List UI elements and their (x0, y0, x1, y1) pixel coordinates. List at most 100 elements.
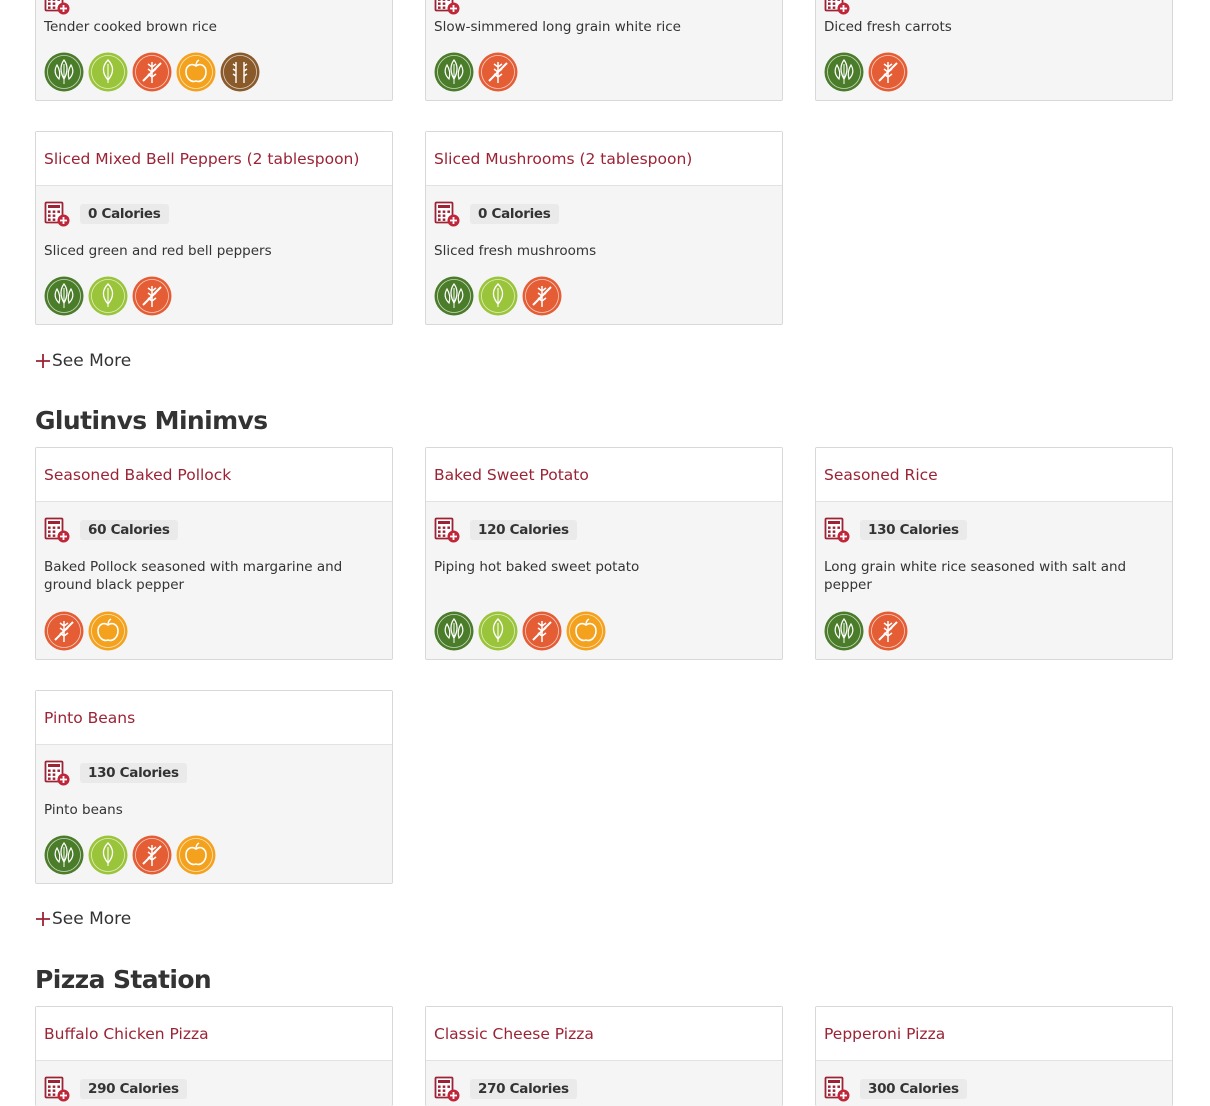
item-description: Long grain white rice seasoned with salt… (824, 559, 1127, 593)
menu-card-sweet-potato: Baked Sweet Potato 120 Calories Piping h… (425, 447, 783, 660)
item-description: Sliced green and red bell peppers (44, 243, 272, 259)
menu-card-mushrooms: Sliced Mushrooms (2 tablespoon) 0 Calori… (425, 131, 783, 325)
made-without-gluten-icon[interactable] (44, 611, 84, 651)
calorie-row (434, 0, 460, 15)
nutrition-calculator-icon[interactable] (434, 201, 460, 227)
see-more-label: See More (52, 351, 132, 371)
calorie-badge: 130 Calories (860, 520, 967, 540)
item-title[interactable]: Sliced Mixed Bell Peppers (2 tablespoon) (44, 149, 360, 168)
see-more-button[interactable]: See More (35, 351, 131, 371)
vegan-icon[interactable] (824, 611, 864, 651)
item-description: Diced fresh carrots (824, 19, 952, 35)
plus-icon (35, 911, 51, 927)
item-description: Piping hot baked sweet potato (434, 559, 640, 575)
item-title[interactable]: Sliced Mushrooms (2 tablespoon) (434, 149, 693, 168)
vegan-icon[interactable] (44, 276, 84, 316)
nutrition-calculator-icon[interactable] (44, 0, 70, 15)
eat-well-icon[interactable] (88, 611, 128, 651)
made-without-gluten-icon[interactable] (132, 52, 172, 92)
card-header: Pepperoni Pizza (816, 1007, 1172, 1061)
card-header: Classic Cheese Pizza (426, 1007, 782, 1061)
nutrition-calculator-icon[interactable] (434, 1076, 460, 1102)
nutrition-calculator-icon[interactable] (824, 0, 850, 15)
nutrition-calculator-icon[interactable] (44, 517, 70, 543)
vegan-icon[interactable] (44, 835, 84, 875)
vegan-icon[interactable] (434, 611, 474, 651)
vegan-icon[interactable] (434, 276, 474, 316)
made-without-gluten-icon[interactable] (522, 611, 562, 651)
calorie-row: 270 Calories (434, 1076, 577, 1102)
calorie-row: 130 Calories (824, 517, 967, 543)
vegan-icon[interactable] (824, 52, 864, 92)
calorie-badge: 290 Calories (80, 1079, 187, 1099)
dietary-icons (44, 52, 264, 92)
calorie-row: 120 Calories (434, 517, 577, 543)
item-title[interactable]: Seasoned Rice (824, 465, 938, 484)
nutrition-calculator-icon[interactable] (44, 760, 70, 786)
eat-well-icon[interactable] (176, 52, 216, 92)
plant-forward-icon[interactable] (88, 52, 128, 92)
made-without-gluten-icon[interactable] (868, 611, 908, 651)
menu-card-seasoned-rice: Seasoned Rice 130 Calories Long grain wh… (815, 447, 1173, 660)
menu-card-pinto-beans: Pinto Beans 130 Calories Pinto beans (35, 690, 393, 884)
nutrition-calculator-icon[interactable] (824, 1076, 850, 1102)
calorie-badge: 0 Calories (80, 204, 169, 224)
item-title[interactable]: Seasoned Baked Pollock (44, 465, 232, 484)
plant-forward-icon[interactable] (88, 835, 128, 875)
item-title[interactable]: Classic Cheese Pizza (434, 1024, 594, 1043)
menu-card-buffalo-chicken-pizza: Buffalo Chicken Pizza 290 Calories (35, 1006, 393, 1106)
nutrition-calculator-icon[interactable] (434, 517, 460, 543)
dietary-icons (44, 611, 132, 651)
vegan-icon[interactable] (434, 52, 474, 92)
section-title-pizza-station: Pizza Station (35, 965, 212, 994)
plant-forward-icon[interactable] (478, 611, 518, 651)
menu-card-classic-cheese-pizza: Classic Cheese Pizza 270 Calories (425, 1006, 783, 1106)
calorie-row (824, 0, 850, 15)
dietary-icons (434, 276, 566, 316)
plant-forward-icon[interactable] (478, 276, 518, 316)
made-without-gluten-icon[interactable] (132, 276, 172, 316)
made-without-gluten-icon[interactable] (522, 276, 562, 316)
item-title[interactable]: Pinto Beans (44, 708, 136, 727)
item-title[interactable]: Baked Sweet Potato (434, 465, 589, 484)
whole-grains-icon[interactable] (220, 52, 260, 92)
dietary-icons (824, 611, 912, 651)
dietary-icons (434, 52, 522, 92)
nutrition-calculator-icon[interactable] (44, 201, 70, 227)
card-header: Buffalo Chicken Pizza (36, 1007, 392, 1061)
see-more-button[interactable]: See More (35, 909, 131, 929)
made-without-gluten-icon[interactable] (478, 52, 518, 92)
card-header: Seasoned Rice (816, 448, 1172, 502)
nutrition-calculator-icon[interactable] (824, 517, 850, 543)
plant-forward-icon[interactable] (88, 276, 128, 316)
item-title[interactable]: Buffalo Chicken Pizza (44, 1024, 209, 1043)
item-description: Sliced fresh mushrooms (434, 243, 597, 259)
card-header: Seasoned Baked Pollock (36, 448, 392, 502)
calorie-badge: 300 Calories (860, 1079, 967, 1099)
dietary-icons (44, 835, 220, 875)
menu-card-white-rice: Slow-simmered long grain white rice (425, 0, 783, 101)
item-description: Slow-simmered long grain white rice (434, 19, 681, 35)
calorie-badge: 60 Calories (80, 520, 178, 540)
nutrition-calculator-icon[interactable] (434, 0, 460, 15)
calorie-row: 60 Calories (44, 517, 178, 543)
made-without-gluten-icon[interactable] (132, 835, 172, 875)
nutrition-calculator-icon[interactable] (44, 1076, 70, 1102)
dietary-icons (824, 52, 912, 92)
menu-card-carrots: Diced fresh carrots (815, 0, 1173, 101)
dietary-icons (434, 611, 610, 651)
card-header: Sliced Mixed Bell Peppers (2 tablespoon) (36, 132, 392, 186)
card-header: Sliced Mushrooms (2 tablespoon) (426, 132, 782, 186)
menu-card-bell-peppers: Sliced Mixed Bell Peppers (2 tablespoon)… (35, 131, 393, 325)
calorie-badge: 130 Calories (80, 763, 187, 783)
eat-well-icon[interactable] (176, 835, 216, 875)
calorie-row: 300 Calories (824, 1076, 967, 1102)
item-title[interactable]: Pepperoni Pizza (824, 1024, 946, 1043)
calorie-badge: 120 Calories (470, 520, 577, 540)
calorie-row: 130 Calories (44, 760, 187, 786)
vegan-icon[interactable] (44, 52, 84, 92)
eat-well-icon[interactable] (566, 611, 606, 651)
calorie-badge: 270 Calories (470, 1079, 577, 1099)
section-title-glutinvs-minimvs: Glutinvs Minimvs (35, 406, 268, 435)
made-without-gluten-icon[interactable] (868, 52, 908, 92)
